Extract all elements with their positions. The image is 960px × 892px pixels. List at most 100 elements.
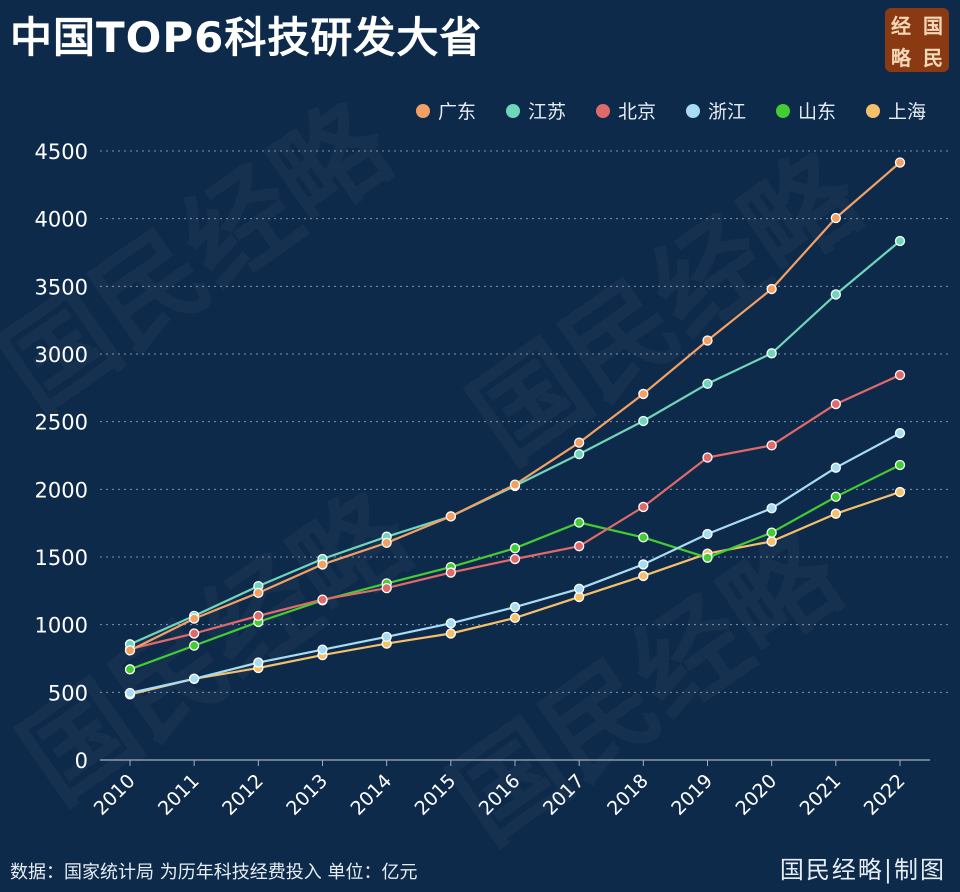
- data-point: [702, 335, 713, 346]
- data-point: [638, 570, 649, 582]
- legend-label: 上海: [888, 101, 926, 123]
- data-point: [702, 452, 713, 463]
- data-point: [509, 601, 521, 613]
- series-3: [124, 428, 906, 699]
- data-point: [189, 628, 200, 639]
- legend-marker: [686, 104, 700, 118]
- data-point: [124, 687, 136, 699]
- data-point: [830, 212, 841, 224]
- data-point: [124, 645, 136, 656]
- legend-label: 广东: [438, 101, 476, 123]
- page-title: 中国TOP6科技研发大省: [10, 13, 483, 62]
- data-point: [894, 459, 906, 471]
- y-tick-label: 2000: [35, 478, 88, 502]
- x-tick-label: 2013: [282, 770, 332, 820]
- data-point: [253, 587, 264, 599]
- data-point: [445, 567, 456, 578]
- legend-item: 浙江: [686, 101, 746, 123]
- data-point: [189, 640, 200, 651]
- data-point: [766, 536, 777, 547]
- data-point: [638, 532, 649, 543]
- data-point: [894, 486, 906, 498]
- data-point: [509, 479, 521, 490]
- data-point: [766, 503, 777, 514]
- data-point: [574, 437, 585, 448]
- data-point: [189, 613, 200, 624]
- x-tick-label: 2011: [154, 770, 204, 820]
- data-point: [638, 415, 649, 427]
- x-tick-label: 2016: [475, 770, 525, 820]
- data-point: [702, 552, 713, 563]
- brand-logo: 经 国 略 民: [885, 8, 949, 72]
- x-tick-label: 2020: [731, 770, 781, 820]
- data-point: [445, 628, 456, 639]
- data-point: [766, 440, 777, 451]
- series-line: [129, 240, 901, 646]
- x-tick-label: 2014: [346, 770, 396, 820]
- legend-marker: [596, 104, 610, 118]
- x-tick-label: 2019: [667, 770, 717, 820]
- data-point: [574, 541, 585, 552]
- data-point: [766, 527, 777, 538]
- x-tick-label: 2018: [603, 770, 653, 820]
- data-point: [766, 348, 777, 359]
- legend-marker: [506, 104, 520, 118]
- legend: 广东 江苏 北京 浙江 山东 上海: [416, 101, 926, 123]
- data-point: [894, 369, 906, 381]
- y-tick-label: 3500: [35, 275, 88, 299]
- logo-char-3: 略: [891, 45, 911, 70]
- data-point: [381, 582, 392, 594]
- series-line: [129, 161, 901, 652]
- axes: 0 500 1000 1500 2000 2500 3000 3500 4000 4500 2010…: [35, 140, 930, 820]
- data-point: [638, 388, 649, 400]
- y-tick-label: 500: [48, 681, 88, 705]
- data-point: [509, 543, 521, 554]
- data-point: [830, 491, 841, 502]
- data-point: [381, 537, 392, 548]
- data-point: [509, 612, 521, 624]
- legend-item: 山东: [776, 101, 836, 123]
- legend-label: 浙江: [708, 101, 746, 123]
- legend-marker: [416, 104, 430, 118]
- footer-brand: 国民经略|制图: [779, 856, 946, 884]
- data-point: [381, 631, 392, 642]
- data-point: [124, 664, 136, 675]
- data-point: [894, 428, 906, 439]
- data-point: [317, 644, 328, 655]
- y-tick-label: 2500: [35, 411, 88, 435]
- series-4: [124, 459, 906, 675]
- legend-label: 山东: [798, 101, 836, 123]
- legend-item: 北京: [596, 101, 656, 123]
- data-point: [830, 398, 841, 410]
- y-tick-label: 0: [75, 749, 88, 773]
- data-point: [830, 289, 841, 300]
- data-point: [445, 511, 456, 522]
- data-point: [830, 462, 841, 473]
- logo-char-2: 国: [923, 13, 943, 38]
- data-point: [574, 517, 585, 528]
- data-source-note: 数据：国家统计局 为历年科技经费投入 单位：亿元: [10, 862, 418, 883]
- data-point: [509, 553, 521, 565]
- legend-item: 广东: [416, 101, 476, 123]
- x-tick-label: 2012: [218, 770, 268, 820]
- data-point: [189, 673, 200, 684]
- series-group: [124, 157, 906, 700]
- logo-char-1: 经: [891, 13, 911, 38]
- legend-marker: [776, 104, 790, 118]
- legend-label: 北京: [618, 101, 656, 123]
- x-tick-label: 2010: [90, 770, 140, 820]
- data-point: [445, 618, 456, 629]
- x-tick-label: 2017: [539, 770, 589, 820]
- data-point: [253, 657, 264, 668]
- data-point: [702, 528, 713, 540]
- legend-item: 上海: [866, 101, 926, 123]
- data-point: [638, 501, 649, 513]
- x-tick-label: 2022: [860, 770, 910, 820]
- series-0: [124, 157, 906, 656]
- x-tick-label: 2021: [796, 770, 846, 820]
- series-1: [124, 235, 906, 650]
- data-point: [638, 559, 649, 570]
- data-point: [830, 508, 841, 519]
- data-point: [894, 157, 906, 168]
